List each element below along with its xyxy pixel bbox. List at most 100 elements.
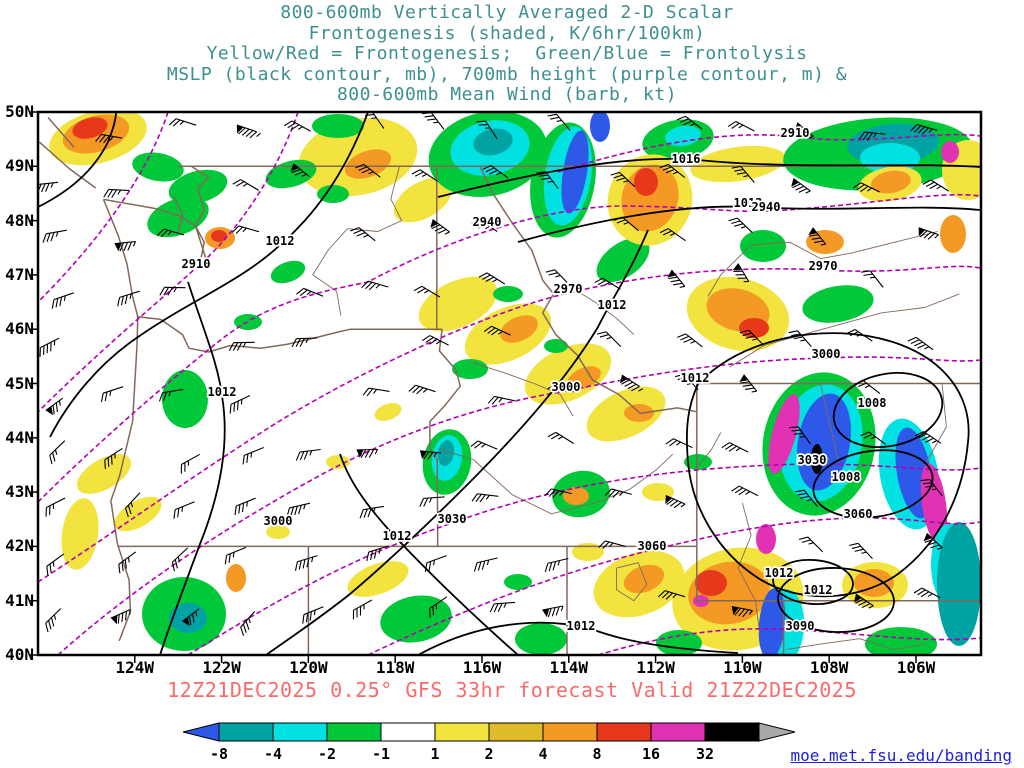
- wind-barb: [236, 124, 261, 139]
- wind-barb: [667, 269, 686, 288]
- height-contour-label: 3060: [638, 539, 667, 553]
- wind-barb: [471, 493, 499, 503]
- wind-barb: [907, 336, 934, 351]
- height-contour-label: 2910: [182, 257, 211, 271]
- wind-barb: [355, 163, 381, 178]
- wind-barb: [428, 596, 448, 618]
- wind-barb: [487, 395, 516, 405]
- wind-barb: [45, 608, 62, 633]
- height-contour-label: 2970: [554, 282, 583, 296]
- mslp-contour-label: 1012: [208, 385, 237, 399]
- wind-barb: [922, 179, 949, 192]
- wind-barb: [854, 593, 874, 609]
- wind-barb: [620, 374, 644, 392]
- wind-barb: [920, 478, 943, 497]
- height-contour-label: 3000: [812, 347, 841, 361]
- title-line-3: Yellow/Red = Frontogenesis; Green/Blue =…: [206, 43, 808, 64]
- wind-barb: [676, 115, 703, 130]
- title-line-2: Frontogenesis (shaded, K/6hr/100km): [308, 22, 706, 44]
- credit-link[interactable]: moe.met.fsu.edu/banding: [790, 746, 1012, 765]
- wind-barb: [852, 182, 880, 193]
- colorbar-segment: [704, 722, 760, 742]
- wind-barb: [739, 374, 758, 393]
- colorbar-tick-label: 4: [538, 745, 547, 763]
- wind-barb: [483, 325, 511, 336]
- wind-barb: [242, 446, 264, 465]
- colorbar-segment: [272, 722, 328, 742]
- wind-barb: [858, 131, 886, 141]
- wind-barb: [352, 599, 373, 620]
- wind-barb: [731, 165, 755, 183]
- wind-barb: [665, 494, 686, 509]
- wind-barb: [798, 536, 824, 553]
- wind-barb: [419, 496, 445, 507]
- wind-barb: [910, 123, 938, 135]
- lat-label: 46N: [5, 319, 34, 339]
- wind-barb: [674, 373, 699, 391]
- wind-barb: [231, 225, 260, 234]
- wind-barb: [302, 606, 324, 624]
- wind-barb: [721, 442, 749, 453]
- wind-barb: [411, 169, 438, 182]
- wind-barb: [728, 217, 753, 234]
- wind-barb: [476, 120, 498, 140]
- lat-label: 43N: [5, 482, 34, 502]
- colorbar-tick-label: -1: [372, 745, 390, 763]
- lon-label: 110W: [723, 658, 762, 677]
- wind-barb: [95, 133, 123, 144]
- wind-barb: [546, 383, 575, 393]
- wind-barb: [283, 120, 311, 132]
- height-contour-label: 3030: [438, 512, 467, 526]
- wind-barb: [46, 553, 65, 576]
- wind-barb: [356, 448, 379, 459]
- wind-barb: [547, 431, 574, 444]
- colorbar-segment: [542, 722, 598, 742]
- wind-barb: [110, 609, 131, 625]
- wind-barb: [918, 227, 939, 240]
- mslp-contour-label: 1012: [383, 529, 412, 543]
- wind-barb: [430, 219, 450, 235]
- wind-barb: [545, 269, 570, 286]
- colorbar-tick-label: 2: [484, 745, 493, 763]
- wind-barb: [861, 270, 884, 288]
- height-contour-label: 2940: [752, 200, 781, 214]
- forecast-info: 12Z21DEC2025 0.25° GFS 33hr forecast Val…: [167, 678, 857, 702]
- wind-barb: [788, 330, 812, 348]
- wind-barb: [659, 228, 686, 242]
- wind-barb: [731, 606, 753, 618]
- colorbar-tick-label: -8: [210, 745, 228, 763]
- colorbar-segment: [434, 722, 490, 742]
- mslp-contour-label: 1012: [598, 298, 627, 312]
- wind-barb: [224, 546, 247, 565]
- lat-label: 40N: [5, 645, 34, 664]
- mslp-contour-label: 1012: [765, 566, 794, 580]
- wind-barb: [610, 171, 636, 188]
- wind-barb: [596, 331, 622, 347]
- wind-barb: [232, 179, 259, 191]
- wind-barb: [181, 608, 200, 627]
- wind-barb: [413, 285, 441, 298]
- colorbar-segment: [488, 722, 544, 742]
- lat-label: 44N: [5, 427, 34, 447]
- height-contour-label: 3030: [798, 453, 827, 467]
- lon-label: 114W: [549, 658, 589, 677]
- colorbar-tick-label: 1: [430, 745, 439, 763]
- wind-barb: [350, 227, 376, 242]
- colorbar: -8 -4 -2 -1 1 2 4 8 16 32: [182, 722, 796, 763]
- height-contour-label: 3090: [786, 619, 815, 633]
- wind-barb: [240, 611, 256, 636]
- wind-barb: [158, 388, 184, 402]
- height-contour-label: 3000: [264, 514, 293, 528]
- title-line-4: MSLP (black contour, mb), 700mb height (…: [166, 63, 848, 85]
- wind-barb: [38, 181, 59, 193]
- wind-barb: [849, 542, 873, 560]
- title-line-5: 800-600mb Mean Wind (barb, kt): [336, 84, 678, 105]
- wind-barb: [362, 387, 390, 397]
- wind-barb: [665, 438, 693, 449]
- lon-label: 120W: [289, 658, 328, 677]
- colorbar-left-arrow: [182, 722, 220, 742]
- wind-barb: [118, 551, 137, 574]
- lat-label: 49N: [5, 156, 34, 176]
- wind-barb: [421, 335, 449, 346]
